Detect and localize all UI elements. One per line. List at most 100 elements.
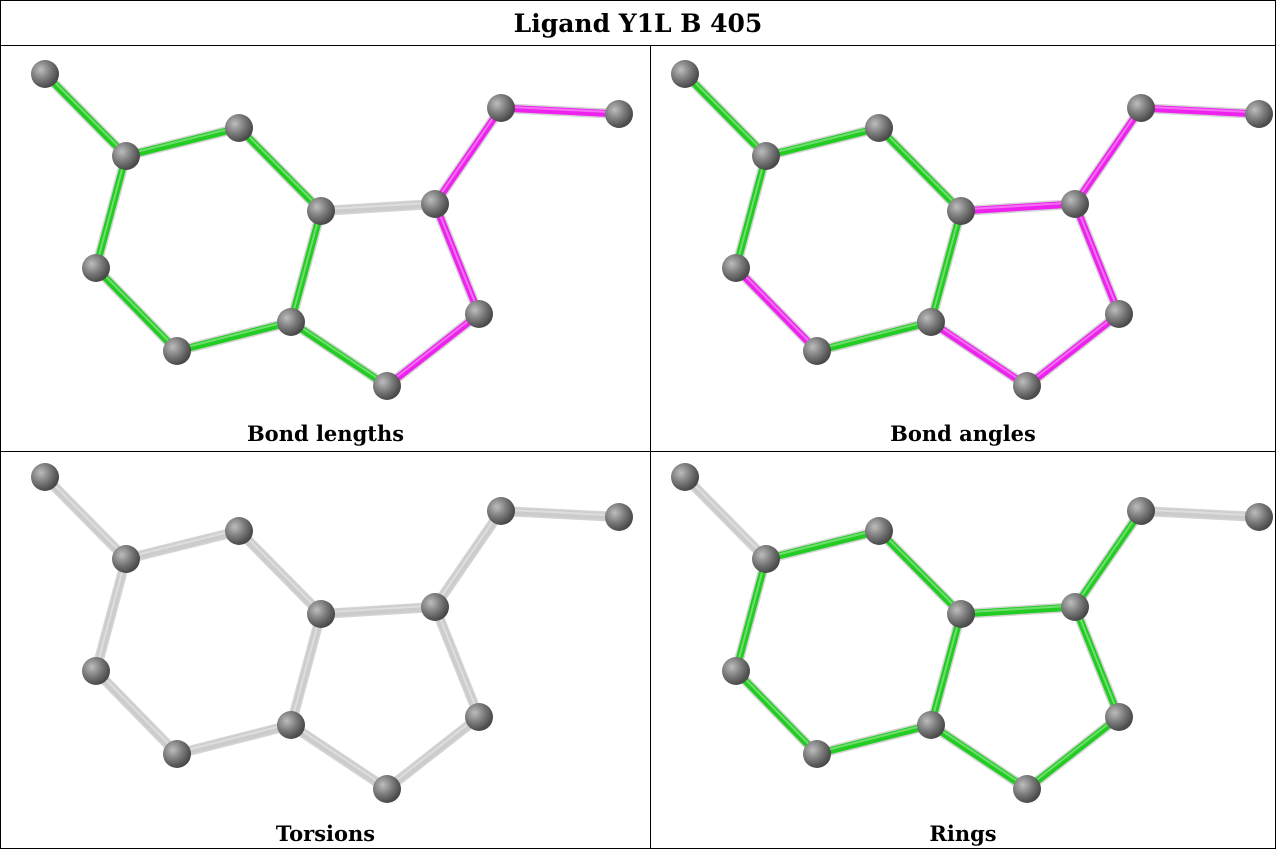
bond-7-10	[431, 104, 505, 208]
atom-7	[1061, 593, 1089, 621]
panel-rings: Rings	[651, 452, 1275, 848]
bond-1-2	[122, 124, 243, 160]
bond-4-9	[287, 721, 391, 793]
atom-3	[947, 197, 975, 225]
atom-4	[277, 308, 305, 336]
atom-6	[82, 657, 110, 685]
bond-4-5	[173, 721, 295, 758]
bond-highlight	[735, 153, 767, 268]
bond-highlight	[735, 556, 767, 671]
atom-0	[671, 463, 699, 491]
bond-highlight	[684, 71, 767, 156]
bond-10-11	[1137, 507, 1263, 521]
bond-10-11	[1137, 104, 1263, 118]
bond-9-8	[1023, 713, 1123, 793]
molecule-torsions	[31, 463, 633, 803]
bond-highlight	[1074, 508, 1142, 607]
molecule-bond-angles	[671, 60, 1273, 400]
bond-highlight	[1026, 714, 1120, 789]
bond-highlight	[765, 125, 880, 156]
bond-highlight	[95, 668, 178, 754]
atom-8	[465, 703, 493, 731]
bond-highlight	[290, 722, 388, 789]
atom-3	[307, 197, 335, 225]
bond-6-1	[732, 152, 770, 272]
bond-highlight	[434, 105, 502, 204]
bond-highlight	[238, 528, 322, 614]
bond-10-11	[497, 104, 623, 118]
atom-3	[307, 600, 335, 628]
bond-2-3	[875, 124, 965, 215]
bond-4-9	[927, 318, 1031, 390]
bond-0-1	[681, 473, 770, 563]
atom-4	[917, 711, 945, 739]
bond-highlight	[125, 528, 240, 559]
bond-highlight	[95, 265, 178, 351]
atom-0	[31, 463, 59, 491]
bond-highlight	[176, 722, 292, 754]
atom-5	[803, 337, 831, 365]
atom-2	[225, 114, 253, 142]
atom-6	[722, 254, 750, 282]
bond-9-8	[383, 713, 483, 793]
bond-10-11	[497, 507, 623, 521]
atom-11	[605, 100, 633, 128]
bond-3-4	[927, 207, 965, 326]
panel-caption: Bond angles	[890, 421, 1036, 446]
bond-0-1	[681, 70, 770, 160]
bond-highlight	[735, 265, 818, 351]
bond-3-7	[957, 200, 1079, 215]
atom-9	[373, 775, 401, 803]
bond-highlight	[238, 125, 322, 211]
bond-highlight	[1140, 105, 1260, 114]
molecule-bond-lengths	[31, 60, 633, 400]
bond-4-5	[813, 721, 935, 758]
atom-2	[225, 517, 253, 545]
atom-1	[752, 142, 780, 170]
bond-3-4	[287, 207, 325, 326]
bond-4-5	[813, 318, 935, 355]
atom-1	[112, 545, 140, 573]
atom-10	[1127, 94, 1155, 122]
atom-11	[605, 503, 633, 531]
atom-7	[421, 593, 449, 621]
bond-5-6	[732, 264, 821, 355]
bond-9-8	[1023, 310, 1123, 390]
bond-1-2	[122, 527, 243, 563]
bond-highlight	[176, 319, 292, 351]
bond-5-6	[92, 667, 181, 758]
bond-8-7	[1071, 200, 1123, 318]
atom-7	[1061, 190, 1089, 218]
atom-4	[917, 308, 945, 336]
bond-7-10	[431, 507, 505, 611]
bond-2-3	[235, 124, 325, 215]
bond-highlight	[1140, 508, 1260, 517]
bond-highlight	[930, 319, 1028, 386]
panel-caption: Torsions	[275, 821, 376, 846]
bond-highlight	[684, 474, 767, 559]
bond-1-2	[762, 124, 883, 160]
atom-11	[1245, 503, 1273, 531]
bond-highlight	[44, 71, 127, 156]
bond-4-9	[927, 721, 1031, 793]
bond-highlight	[290, 319, 388, 386]
atom-9	[373, 372, 401, 400]
bond-highlight	[960, 604, 1076, 614]
bond-highlight	[960, 201, 1076, 211]
bond-highlight	[930, 722, 1028, 789]
bond-highlight	[95, 556, 127, 671]
atom-0	[671, 60, 699, 88]
bond-highlight	[500, 508, 620, 517]
bond-highlight	[290, 611, 322, 725]
bond-highlight	[434, 604, 480, 717]
bond-highlight	[434, 201, 480, 314]
atom-8	[1105, 300, 1133, 328]
bond-highlight	[1074, 105, 1142, 204]
panel-torsions: Torsions	[1, 452, 651, 848]
bond-highlight	[878, 125, 962, 211]
panel-caption: Bond lengths	[246, 421, 405, 446]
atom-5	[163, 337, 191, 365]
bond-4-9	[287, 318, 391, 390]
bond-8-7	[1071, 603, 1123, 721]
